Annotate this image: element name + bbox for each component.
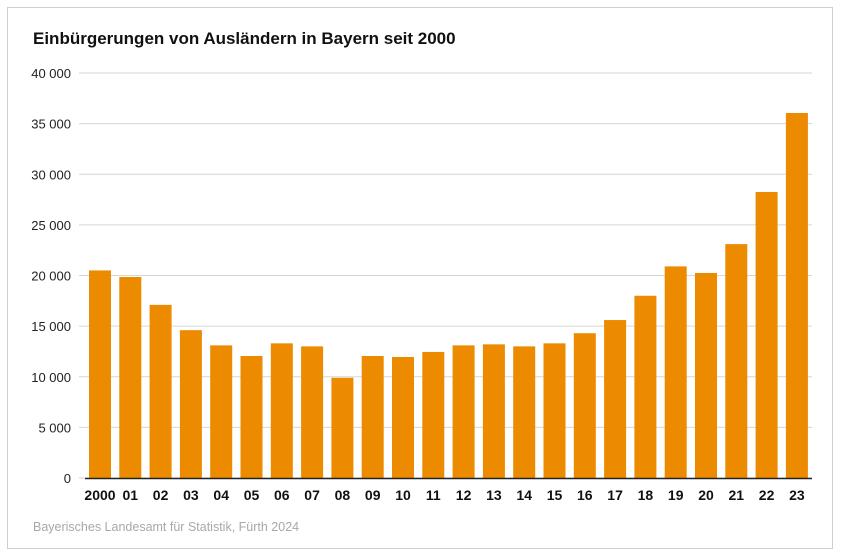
x-tick-label: 19 [668, 487, 684, 503]
bar-16 [573, 333, 596, 478]
y-tick-label: 20 000 [31, 269, 71, 284]
x-tick-label: 14 [516, 487, 532, 503]
y-tick-label: 40 000 [31, 66, 71, 81]
bar-21 [725, 244, 748, 478]
bar-04 [210, 345, 233, 478]
x-tick-label: 21 [729, 487, 745, 503]
bar-09 [361, 355, 384, 478]
bar-23 [785, 112, 808, 479]
bar-20 [695, 272, 717, 478]
bar-2000 [89, 270, 111, 478]
bar-05 [240, 355, 263, 478]
x-tick-label: 10 [395, 487, 411, 503]
x-tick-label: 12 [456, 487, 472, 503]
x-tick-label: 2000 [84, 487, 115, 503]
x-tick-label: 20 [698, 487, 714, 503]
bar-22 [755, 191, 778, 478]
bar-19 [664, 266, 687, 478]
x-tick-label: 05 [244, 487, 260, 503]
x-tick-label: 17 [607, 487, 623, 503]
bar-11 [422, 351, 445, 478]
x-tick-label: 04 [213, 487, 229, 503]
y-tick-label: 15 000 [31, 319, 71, 334]
x-tick-label: 01 [123, 487, 139, 503]
x-tick-label: 06 [274, 487, 290, 503]
source-note: Bayerisches Landesamt für Statistik, Für… [33, 520, 299, 534]
x-tick-label: 03 [183, 487, 199, 503]
y-tick-label: 30 000 [31, 167, 71, 182]
x-tick-label: 07 [304, 487, 320, 503]
bar-06 [270, 343, 293, 478]
bar-10 [392, 357, 414, 478]
bar-14 [513, 346, 536, 478]
bar-17 [604, 320, 627, 478]
y-tick-label: 25 000 [31, 218, 71, 233]
chart-title: Einbürgerungen von Ausländern in Bayern … [33, 29, 456, 48]
y-tick-label: 35 000 [31, 117, 71, 132]
bar-08 [331, 377, 354, 478]
x-tick-label: 09 [365, 487, 381, 503]
bar-13 [482, 344, 505, 478]
x-tick-label: 15 [547, 487, 563, 503]
bar-02 [149, 304, 172, 478]
y-tick-label: 0 [64, 471, 71, 486]
x-tick-label: 08 [335, 487, 351, 503]
y-tick-label: 10 000 [31, 370, 71, 385]
bar-01 [119, 277, 142, 478]
bar-07 [301, 346, 324, 478]
bar-12 [452, 345, 475, 478]
bar-18 [634, 295, 657, 478]
x-tick-label: 23 [789, 487, 805, 503]
bar-03 [179, 330, 202, 478]
x-tick-label: 16 [577, 487, 593, 503]
y-tick-label: 5 000 [38, 420, 71, 435]
x-tick-label: 22 [759, 487, 775, 503]
x-tick-label: 02 [153, 487, 169, 503]
x-tick-label: 11 [426, 487, 441, 503]
chart-frame [7, 7, 833, 549]
x-tick-label: 18 [638, 487, 654, 503]
bar-15 [543, 343, 566, 478]
x-tick-label: 13 [486, 487, 502, 503]
